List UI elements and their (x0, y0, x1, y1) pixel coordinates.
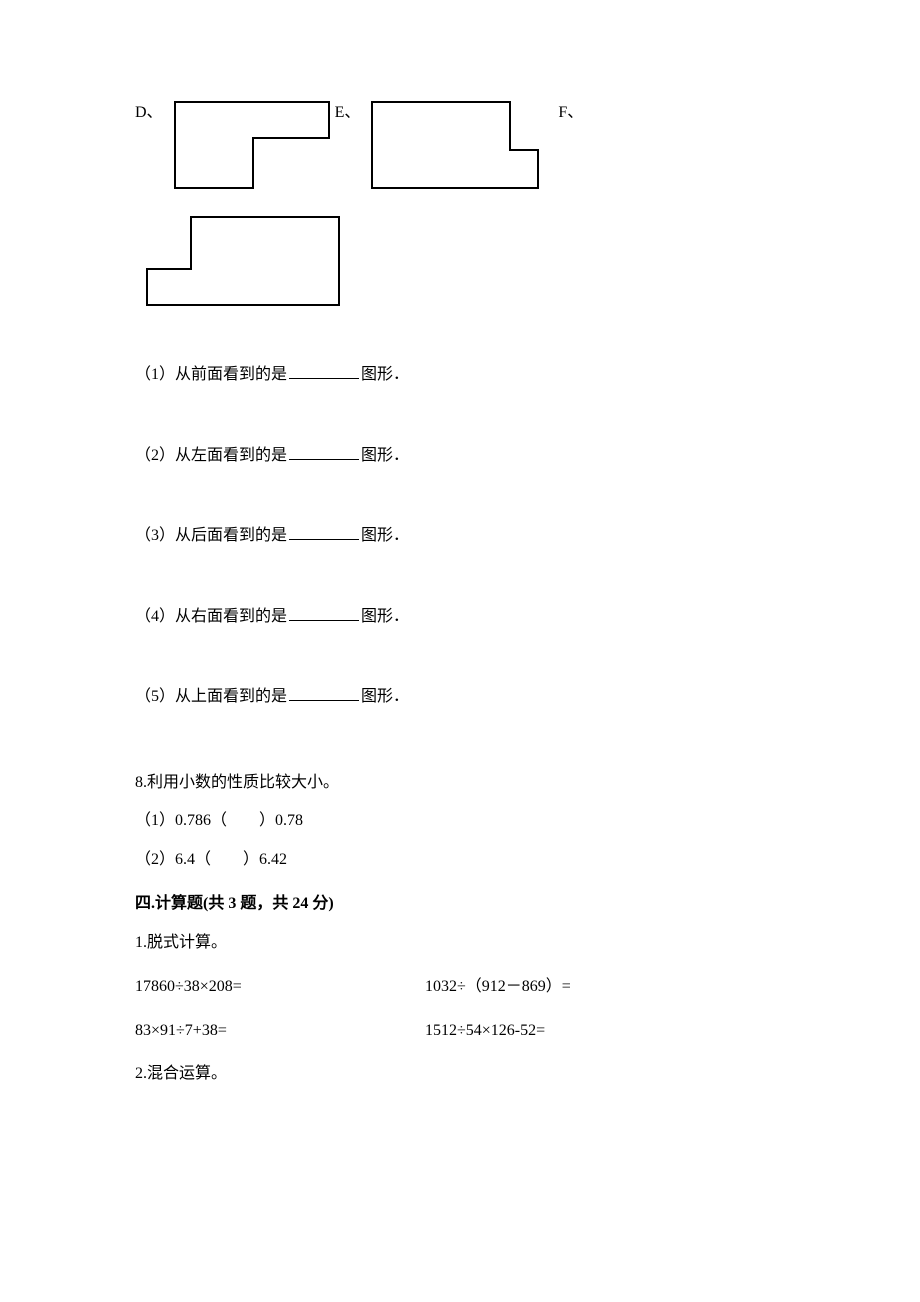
shape-d-item: D、 (135, 100, 331, 190)
view-question-3: （3）从后面看到的是 图形． (135, 523, 785, 549)
q8-item-1: （1）0.786（ ）0.78 (135, 808, 785, 834)
q8-title: 8.利用小数的性质比较大小。 (135, 770, 785, 796)
shape-f-container (145, 215, 785, 307)
calc-row-2: 83×91÷7+38=1512÷54×126-52= (135, 1018, 785, 1044)
calc-right: 1032÷（912－869）= (425, 974, 785, 1000)
section4-q2-title: 2.混合运算。 (135, 1061, 785, 1087)
blank-line (289, 684, 359, 701)
section4-q1-title: 1.脱式计算。 (135, 930, 785, 956)
calc-row-1: 17860÷38×208=1032÷（912－869）= (135, 974, 785, 1000)
q8-items-group: （1）0.786（ ）0.78 （2）6.4（ ）6.42 (135, 808, 785, 873)
view-question-prefix: （5）从上面看到的是 (135, 688, 287, 705)
calc-left: 83×91÷7+38= (135, 1018, 425, 1044)
shape-f-label: F、 (558, 100, 583, 126)
view-question-prefix: （2）从左面看到的是 (135, 447, 287, 464)
shape-e-item: E、 F、 (335, 100, 584, 190)
blank-line (289, 443, 359, 460)
shape-e-svg (370, 100, 540, 190)
view-question-prefix: （4）从右面看到的是 (135, 608, 287, 625)
shape-e-label: E、 (335, 100, 361, 126)
view-question-1: （1）从前面看到的是 图形． (135, 362, 785, 388)
view-question-2: （2）从左面看到的是 图形． (135, 443, 785, 469)
shape-d-svg (173, 100, 331, 190)
shape-d-label: D、 (135, 100, 163, 126)
view-question-prefix: （1）从前面看到的是 (135, 366, 287, 383)
view-question-suffix: 图形． (361, 527, 409, 544)
view-questions-group: （1）从前面看到的是图形．（2）从左面看到的是图形．（3）从后面看到的是图形．（… (135, 362, 785, 710)
view-question-4: （4）从右面看到的是 图形． (135, 604, 785, 630)
calc-right: 1512÷54×126-52= (425, 1018, 785, 1044)
view-question-suffix: 图形． (361, 447, 409, 464)
view-question-suffix: 图形． (361, 366, 409, 383)
blank-line (289, 523, 359, 540)
q8-item-2: （2）6.4（ ）6.42 (135, 847, 785, 873)
shape-f-svg (145, 215, 341, 307)
blank-line (289, 362, 359, 379)
shapes-row-de: D、 E、 F、 (135, 100, 785, 190)
calc-left: 17860÷38×208= (135, 974, 425, 1000)
view-question-suffix: 图形． (361, 608, 409, 625)
view-question-prefix: （3）从后面看到的是 (135, 527, 287, 544)
blank-line (289, 604, 359, 621)
view-question-5: （5）从上面看到的是 图形． (135, 684, 785, 710)
view-question-suffix: 图形． (361, 688, 409, 705)
section4-header: 四.计算题(共 3 题，共 24 分) (135, 891, 785, 917)
calc-rows-group: 17860÷38×208=1032÷（912－869）=83×91÷7+38=1… (135, 974, 785, 1043)
